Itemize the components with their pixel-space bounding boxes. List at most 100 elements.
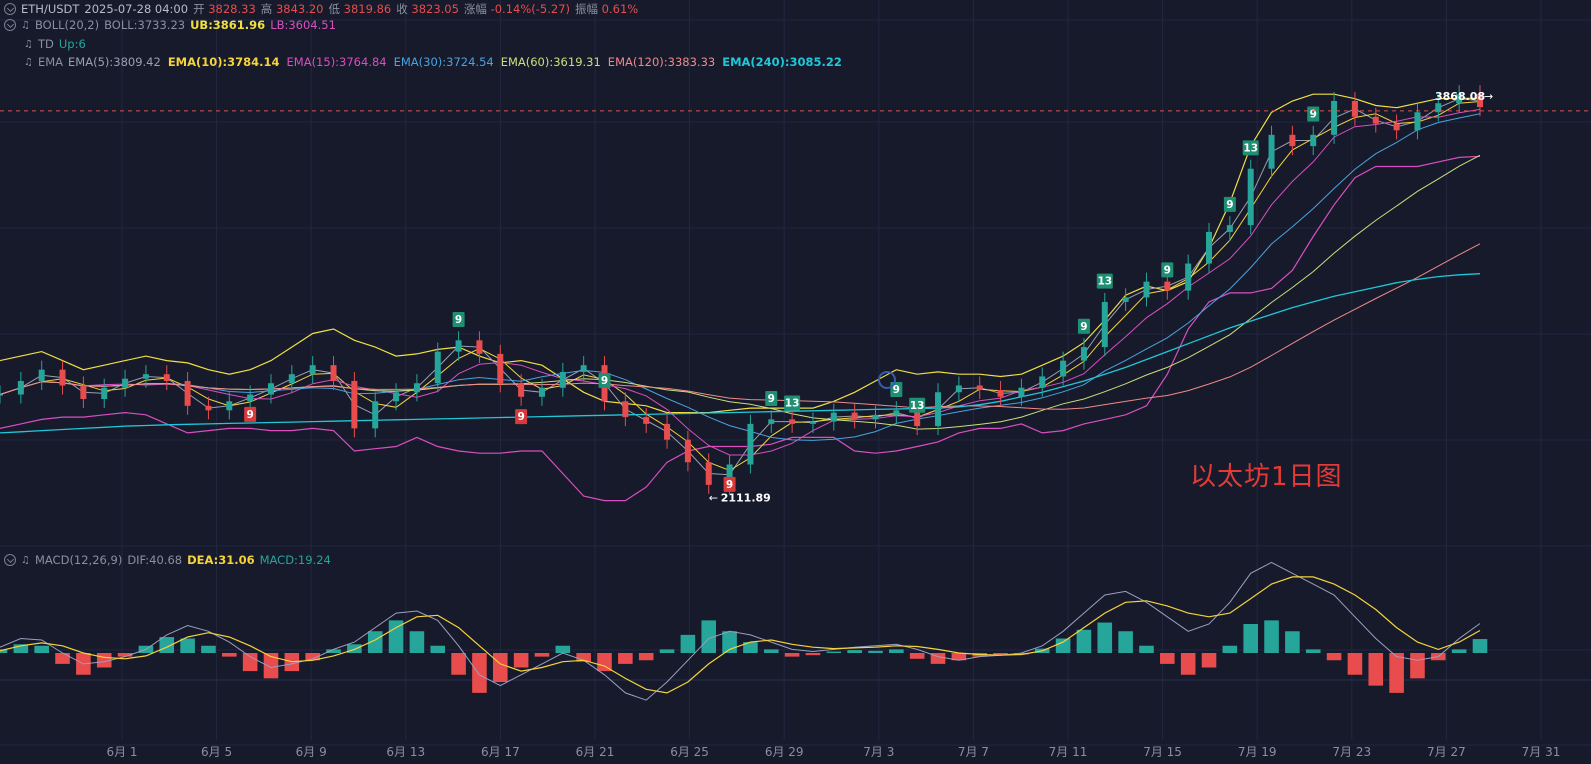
candle-body [163, 374, 170, 381]
macd-dif-value: DIF:40.68 [127, 553, 183, 567]
x-tick-label: 7月 7 [958, 745, 989, 759]
candle-body [1060, 360, 1067, 377]
high-label: 高 [260, 2, 273, 16]
svg-text:9: 9 [455, 314, 462, 326]
candle-body [705, 462, 712, 485]
candle-body [122, 378, 129, 388]
boll-name[interactable]: BOLL(20,2) [34, 18, 100, 32]
candle-body [1247, 168, 1254, 226]
candle-body [351, 380, 358, 429]
candle-body [684, 439, 691, 463]
x-tick-label: 6月 9 [296, 745, 327, 759]
td-marker-down: 9 [244, 406, 257, 422]
macd-hist-bar [1243, 624, 1258, 653]
macd-hist-bar [222, 653, 237, 657]
grid-lines [0, 0, 1591, 746]
macd-hist-bar [1305, 649, 1321, 653]
candle-body [1393, 123, 1400, 131]
td-marker-up: 13 [1096, 273, 1113, 289]
macd-hist-bar [993, 653, 1008, 656]
td-marker-up: 9 [598, 372, 611, 388]
macd-hist-bar [1285, 631, 1300, 653]
macd-hist-bar [1326, 653, 1342, 661]
macd-hist-bar [743, 642, 758, 653]
x-tick-label: 6月 29 [765, 745, 804, 759]
candle-body [955, 385, 962, 393]
open-value: 3828.33 [208, 2, 256, 16]
macd-hist-bar [1201, 653, 1217, 668]
candle-body [1268, 134, 1275, 169]
macd-hist-bar [492, 653, 508, 682]
macd-hist-bar [1160, 653, 1175, 664]
ema-value-6: EMA(240):3085.22 [722, 55, 842, 69]
candle-body [997, 390, 1004, 397]
macd-hist-bar [513, 653, 529, 668]
svg-text:9: 9 [601, 375, 608, 387]
td-marker-up: 9 [890, 382, 903, 397]
macd-name[interactable]: MACD(12,26,9) [34, 553, 123, 567]
candle-body [559, 371, 566, 388]
alert-bell-icon[interactable]: ♫ [24, 56, 33, 68]
alert-bell-icon[interactable]: ♫ [21, 19, 30, 31]
svg-text:9: 9 [1080, 321, 1087, 333]
candle-body [789, 419, 796, 424]
macd-dea-value: DEA:31.06 [187, 553, 255, 567]
candle-body [288, 374, 295, 384]
alert-bell-icon[interactable]: ♫ [21, 554, 30, 566]
ema-name[interactable]: EMA [37, 55, 64, 69]
candle-body [1185, 263, 1192, 291]
x-tick-label: 7月 23 [1332, 745, 1371, 759]
macd-hist-bar [868, 650, 883, 653]
candle-body [267, 383, 274, 395]
candlestick-series [0, 85, 1483, 494]
alert-bell-icon[interactable]: ♫ [24, 38, 33, 50]
td-marker-up: 9 [765, 391, 778, 407]
candle-body [330, 365, 337, 381]
x-tick-label: 6月 21 [576, 745, 615, 759]
macd-hist-bar [534, 653, 550, 657]
candle-body [1206, 231, 1213, 264]
macd-hist-bar [13, 644, 29, 653]
td-marker-up: 13 [1242, 140, 1259, 156]
candle-body [851, 412, 858, 420]
candle-datetime: 2025-07-28 04:00 [84, 2, 189, 16]
candle-body [1226, 225, 1233, 232]
collapse-chevron-icon[interactable] [4, 3, 16, 15]
macd-hist-bar [680, 634, 696, 653]
candle-body [976, 385, 983, 390]
macd-hist-bar [576, 653, 591, 662]
td-marker-up: 9 [1307, 106, 1320, 122]
svg-text:13: 13 [1243, 142, 1258, 154]
ema-values: EMA(5):3809.42 EMA(10):3784.14 EMA(15):376… [68, 55, 842, 69]
candle-body [1477, 94, 1483, 108]
macd-pane [0, 561, 1488, 701]
high-value: 3843.20 [275, 2, 324, 16]
td-name[interactable]: TD [37, 37, 54, 51]
amplitude-value: 0.61% [601, 2, 639, 16]
x-tick-label: 7月 15 [1143, 745, 1182, 759]
macd-legend: ♫ MACD(12,26,9) DIF:40.68 DEA:31.06 MACD… [4, 553, 331, 567]
macd-hist-bar [618, 653, 633, 664]
macd-hist-bar [1451, 649, 1467, 653]
td-marker-up: 13 [784, 395, 801, 411]
change-value: -0.14%(-5.27) [490, 2, 571, 16]
symbol-name[interactable]: ETH/USDT [21, 2, 80, 16]
candle-body [59, 369, 66, 386]
td-marker-up: 9 [1161, 262, 1174, 278]
candle-body [413, 383, 420, 393]
macd-hist-bar [1055, 638, 1071, 653]
close-label: 收 [396, 2, 408, 16]
td-marker-up: 9 [452, 312, 465, 327]
ema-value-2: EMA(15):3764.84 [286, 55, 387, 69]
macd-hist-bar [451, 653, 466, 675]
collapse-chevron-icon[interactable] [4, 554, 16, 566]
candle-body [1351, 100, 1358, 117]
candle-body [393, 392, 400, 402]
macd-hist-bar [1014, 653, 1029, 655]
x-tick-label: 6月 25 [670, 745, 709, 759]
macd-hist-bar [1389, 653, 1404, 693]
svg-text:9: 9 [1226, 199, 1233, 211]
collapse-chevron-icon[interactable] [4, 19, 16, 31]
macd-hist-bar [409, 631, 425, 653]
